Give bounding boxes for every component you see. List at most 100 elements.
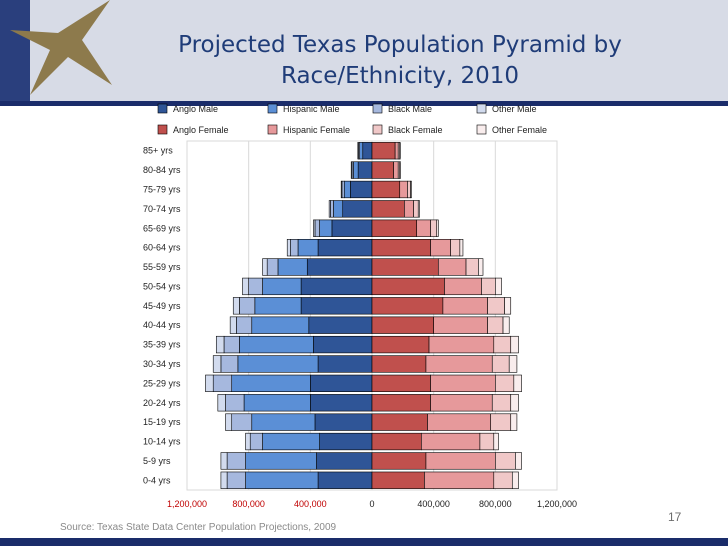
bar-other-female [510, 335, 519, 354]
bar-hispanic-female [425, 452, 496, 470]
slide-header [0, 0, 728, 101]
bar-other-male [215, 335, 225, 354]
x-tick-label: 1,200,000 [537, 499, 577, 509]
bar-black-female [495, 452, 516, 470]
legend-swatch [372, 103, 383, 114]
bar-hispanic-male [343, 180, 351, 199]
bar-anglo-male [342, 200, 373, 218]
bar-black-female [487, 297, 505, 315]
footer-bar [0, 538, 728, 546]
bar-black-male [314, 219, 320, 237]
bar-black-male [226, 452, 246, 470]
bar-anglo-female [371, 335, 430, 354]
bar-other-male [350, 161, 353, 179]
bar-anglo-male [300, 297, 373, 315]
bar-black-female [430, 219, 438, 237]
bar-hispanic-female [437, 258, 467, 276]
bar-other-female [410, 180, 412, 199]
bar-black-male [226, 471, 246, 489]
bar-other-male [242, 277, 249, 296]
bar-other-female [459, 239, 464, 257]
bar-black-male [249, 432, 263, 451]
bar-hispanic-female [425, 355, 493, 373]
bar-black-female [490, 413, 512, 431]
bar-other-female [510, 394, 519, 412]
bar-hispanic-male [239, 335, 314, 354]
bar-hispanic-male [277, 258, 308, 276]
bar-other-female [511, 471, 519, 489]
bar-black-female [407, 180, 411, 199]
bar-black-female [491, 394, 512, 412]
bar-black-female [493, 471, 513, 489]
bar-other-female [399, 161, 401, 179]
legend-label: Anglo Male [173, 104, 218, 114]
bar-anglo-female [371, 355, 427, 373]
bar-other-female [495, 277, 502, 296]
legend-swatch [476, 124, 487, 135]
bar-other-male [225, 413, 233, 431]
bar-other-female [417, 200, 420, 218]
bar-black-male [289, 239, 299, 257]
legend-label: Other Male [492, 104, 537, 114]
bar-hispanic-female [442, 297, 488, 315]
legend-label: Hispanic Male [283, 104, 340, 114]
bar-other-male [262, 258, 268, 276]
bar-anglo-female [371, 297, 444, 315]
bar-anglo-male [331, 219, 373, 237]
x-tick-label: 800,000 [232, 499, 265, 509]
y-tick-label: 30-34 yrs [143, 359, 181, 369]
bar-hispanic-female [428, 335, 495, 354]
y-tick-label: 55-59 yrs [143, 262, 181, 272]
bar-hispanic-female [430, 394, 493, 412]
bar-hispanic-male [237, 355, 319, 373]
bar-black-female [413, 200, 419, 218]
bar-black-male [236, 316, 253, 334]
bar-other-female [513, 374, 522, 392]
y-tick-label: 60-64 yrs [143, 243, 181, 253]
bar-hispanic-female [421, 432, 481, 451]
bar-other-male [286, 239, 291, 257]
bar-other-female [478, 258, 484, 276]
bar-other-female [399, 142, 401, 160]
bar-other-female [510, 413, 518, 431]
bar-hispanic-female [444, 277, 482, 296]
legend-swatch [476, 103, 487, 114]
star-icon [10, 0, 112, 95]
y-tick-label: 85+ yrs [143, 146, 173, 156]
legend-swatch [372, 124, 383, 135]
bar-other-male [205, 374, 214, 392]
legend-label: Other Female [492, 125, 547, 135]
bar-other-male [313, 219, 316, 237]
x-tick-label: 800,000 [479, 499, 512, 509]
bar-hispanic-male [231, 374, 311, 392]
bar-black-female [495, 374, 515, 392]
legend-label: Hispanic Female [283, 125, 350, 135]
bar-other-female [493, 432, 499, 451]
bar-black-male [266, 258, 279, 276]
bar-black-male [239, 297, 256, 315]
bar-other-female [508, 355, 518, 373]
bar-black-male [212, 374, 233, 392]
legend-label: Anglo Female [173, 125, 229, 135]
bar-anglo-female [371, 258, 439, 276]
bar-anglo-male [362, 142, 373, 160]
bar-anglo-female [371, 200, 405, 218]
legend-label: Black Female [388, 125, 443, 135]
legend-swatch [267, 103, 278, 114]
bar-anglo-male [317, 355, 373, 373]
y-tick-label: 35-39 yrs [143, 340, 181, 350]
bar-black-male [220, 355, 239, 373]
bar-hispanic-male [262, 432, 320, 451]
bar-anglo-female [371, 374, 431, 392]
x-tick-label: 0 [369, 499, 374, 509]
bar-anglo-male [319, 432, 373, 451]
bar-other-female [436, 219, 439, 237]
bar-hispanic-male [245, 471, 319, 489]
y-tick-label: 15-19 yrs [143, 417, 181, 427]
bar-black-female [493, 335, 512, 354]
bar-other-male [220, 452, 228, 470]
y-tick-label: 45-49 yrs [143, 301, 181, 311]
bar-other-female [515, 452, 522, 470]
y-tick-label: 65-69 yrs [143, 223, 181, 233]
